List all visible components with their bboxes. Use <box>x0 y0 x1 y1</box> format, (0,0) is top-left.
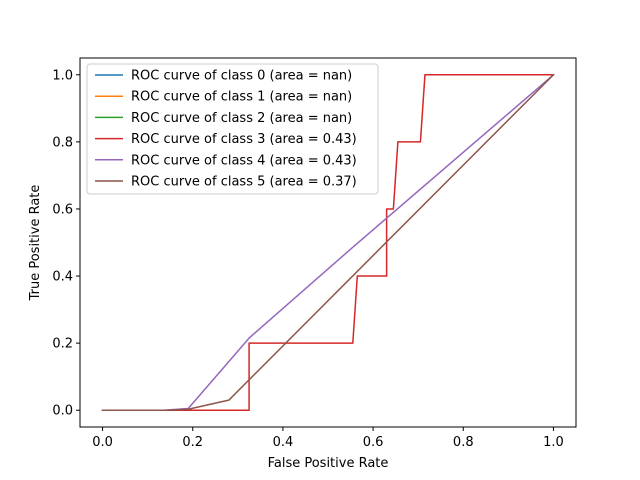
series-layer <box>101 73 555 411</box>
roc-line-class-5 <box>101 73 555 411</box>
y-tick-label: 0.2 <box>52 337 73 352</box>
legend-label: ROC curve of class 2 (area = nan) <box>131 111 352 126</box>
y-tick-label: 0.6 <box>52 202 73 217</box>
x-tick-label: 0.8 <box>453 435 474 450</box>
legend: ROC curve of class 0 (area = nan) ROC cur… <box>86 63 379 195</box>
x-axis-label: False Positive Rate <box>268 456 389 471</box>
legend-box <box>86 63 379 195</box>
y-tick-label: 1.0 <box>52 68 73 83</box>
x-tick-label: 1.0 <box>543 435 564 450</box>
axes-frame <box>79 57 577 428</box>
y-tick-label: 0.4 <box>52 270 73 285</box>
y-axis-label: True Positive Rate <box>28 185 43 302</box>
x-tick-label: 0.0 <box>92 435 113 450</box>
ticks-layer: 0.0 0.2 0.4 0.6 0.8 1.0 0.0 0.2 0.4 0.6 0.8 1.0 <box>52 68 563 450</box>
legend-label: ROC curve of class 4 (area = 0.43) <box>131 153 357 168</box>
x-tick-label: 0.2 <box>182 435 203 450</box>
legend-label: ROC curve of class 3 (area = 0.43) <box>131 132 357 147</box>
legend-label: ROC curve of class 0 (area = nan) <box>131 69 352 84</box>
y-tick-label: 0.8 <box>52 135 73 150</box>
legend-label: ROC curve of class 5 (area = 0.37) <box>131 175 357 190</box>
y-tick-label: 0.0 <box>52 404 73 419</box>
x-tick-label: 0.4 <box>273 435 294 450</box>
legend-label: ROC curve of class 1 (area = nan) <box>131 90 352 105</box>
x-tick-label: 0.6 <box>363 435 384 450</box>
